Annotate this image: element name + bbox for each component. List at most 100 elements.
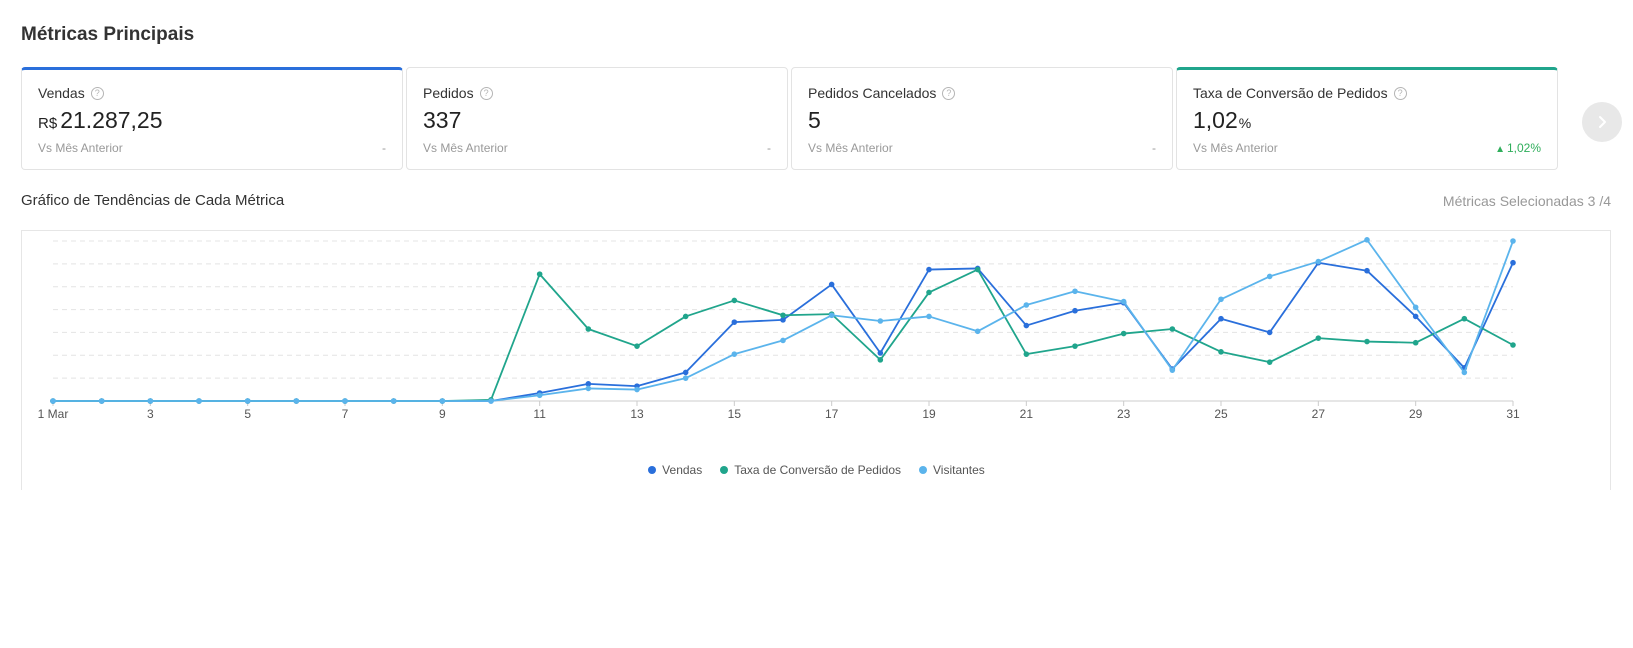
series-point xyxy=(585,381,592,387)
series-point xyxy=(926,289,932,296)
series-point xyxy=(1461,315,1468,322)
series-point xyxy=(682,313,689,320)
series-point xyxy=(780,312,786,319)
chevron-right-icon xyxy=(1599,116,1606,128)
series-point xyxy=(731,351,738,357)
legend-label: Vendas xyxy=(662,463,703,477)
trend-chart: 1 Mar 3 5 7 9 11 13 15 17 19 21 23 25 27 29 31 xyxy=(21,230,1611,490)
series-point xyxy=(731,319,738,325)
series-point xyxy=(1072,343,1078,349)
series-point xyxy=(1120,330,1127,337)
metric-card-pedidos[interactable]: Pedidos ? 337 Vs Mês Anterior - xyxy=(406,67,788,170)
next-cards-button[interactable] xyxy=(1582,102,1622,142)
series-point xyxy=(390,398,397,404)
legend-dot xyxy=(919,466,927,474)
card-compare-label: Vs Mês Anterior xyxy=(38,141,123,155)
x-tick-label: 21 xyxy=(1020,407,1034,421)
series-point xyxy=(1364,338,1370,345)
metric-card-pedidos-cancelados[interactable]: Pedidos Cancelados ? 5 Vs Mês Anterior - xyxy=(791,67,1173,170)
card-delta: - xyxy=(767,141,771,155)
series-point xyxy=(1023,351,1030,357)
series-point xyxy=(1169,367,1176,373)
series-point xyxy=(780,337,786,344)
metric-card-taxa-conversao[interactable]: Taxa de Conversão de Pedidos ? 1,02% Vs … xyxy=(1176,67,1558,170)
series-point xyxy=(828,281,835,288)
legend-item-taxa-conversao[interactable]: Taxa de Conversão de Pedidos xyxy=(720,463,901,477)
question-circle-icon[interactable]: ? xyxy=(942,86,956,100)
series-point xyxy=(293,398,300,404)
x-tick-label: 31 xyxy=(1506,407,1520,421)
series-point xyxy=(1266,359,1273,365)
series-point xyxy=(1364,267,1370,274)
chart-title: Gráfico de Tendências de Cada Métrica xyxy=(21,192,285,209)
card-value: R$ 21.287,25 xyxy=(38,107,163,134)
series-point xyxy=(926,266,932,273)
series-point xyxy=(634,386,640,393)
question-circle-icon[interactable]: ? xyxy=(90,86,104,100)
card-title: Pedidos Cancelados xyxy=(808,85,937,101)
x-tick-label: 3 xyxy=(147,407,154,421)
series-point xyxy=(1510,238,1516,244)
x-tick-label: 17 xyxy=(825,407,839,421)
x-tick-label: 7 xyxy=(342,407,349,421)
series-point xyxy=(1315,335,1322,341)
x-tick-label: 19 xyxy=(922,407,936,421)
x-tick-label: 27 xyxy=(1312,407,1326,421)
series-point xyxy=(1266,273,1273,280)
x-tick-label: 25 xyxy=(1214,407,1228,421)
legend-item-visitantes[interactable]: Visitantes xyxy=(919,463,985,477)
series-point xyxy=(1072,288,1078,295)
series-line-0 xyxy=(53,261,1514,402)
series-point xyxy=(536,271,543,277)
card-value: 337 xyxy=(423,107,461,134)
x-tick-label: 15 xyxy=(728,407,742,421)
card-value: 5 xyxy=(808,107,821,134)
series-point xyxy=(634,343,640,349)
metric-card-vendas[interactable]: Vendas ? R$ 21.287,25 Vs Mês Anterior - xyxy=(21,67,403,170)
series-point xyxy=(731,297,738,304)
card-value-number: 1,02 xyxy=(1193,107,1238,133)
legend-item-vendas[interactable]: Vendas xyxy=(648,463,702,477)
series-point xyxy=(1461,369,1468,376)
card-title: Taxa de Conversão de Pedidos xyxy=(1193,85,1388,101)
legend-dot xyxy=(720,466,729,474)
series-point xyxy=(50,398,56,404)
series-point xyxy=(439,398,446,404)
series-point xyxy=(1072,307,1078,314)
series-point xyxy=(877,350,884,356)
x-tick-label: 29 xyxy=(1409,407,1423,421)
series-point xyxy=(1023,302,1030,308)
series-point xyxy=(974,266,981,273)
series-point xyxy=(1218,296,1224,303)
series-point xyxy=(926,313,932,320)
card-value-unit: % xyxy=(1238,115,1252,131)
series-line-1 xyxy=(53,268,1514,402)
series-point xyxy=(877,357,884,363)
series-point xyxy=(196,398,202,404)
series-point xyxy=(1412,313,1419,320)
series-point xyxy=(1266,329,1273,336)
legend-dot xyxy=(648,466,657,474)
selected-metrics-control[interactable]: Métricas Selecionadas 3 /4 xyxy=(1442,193,1611,209)
series-point xyxy=(1510,342,1516,348)
series-point xyxy=(98,398,105,404)
question-circle-icon[interactable]: ? xyxy=(479,86,493,100)
series-point xyxy=(147,398,154,404)
series-point xyxy=(488,398,494,404)
card-compare-label: Vs Mês Anterior xyxy=(423,141,508,155)
card-title: Pedidos xyxy=(423,85,474,101)
series-point xyxy=(1315,258,1322,265)
card-delta: ▲ 1,02% xyxy=(1495,141,1541,155)
series-point xyxy=(1412,304,1419,311)
triangle-up-icon: ▲ xyxy=(1495,144,1505,155)
series-point xyxy=(585,326,592,332)
card-delta: - xyxy=(1152,141,1156,155)
series-point xyxy=(342,398,348,404)
series-point xyxy=(682,369,689,376)
card-delta: - xyxy=(382,141,386,155)
question-circle-icon[interactable]: ? xyxy=(1393,86,1407,100)
trend-chart-svg: 1 Mar 3 5 7 9 11 13 15 17 19 21 23 25 27 29 31 xyxy=(38,237,1520,421)
card-compare-label: Vs Mês Anterior xyxy=(1193,141,1278,155)
card-value-number: 5 xyxy=(808,107,821,133)
legend-label: Taxa de Conversão de Pedidos xyxy=(734,463,901,477)
